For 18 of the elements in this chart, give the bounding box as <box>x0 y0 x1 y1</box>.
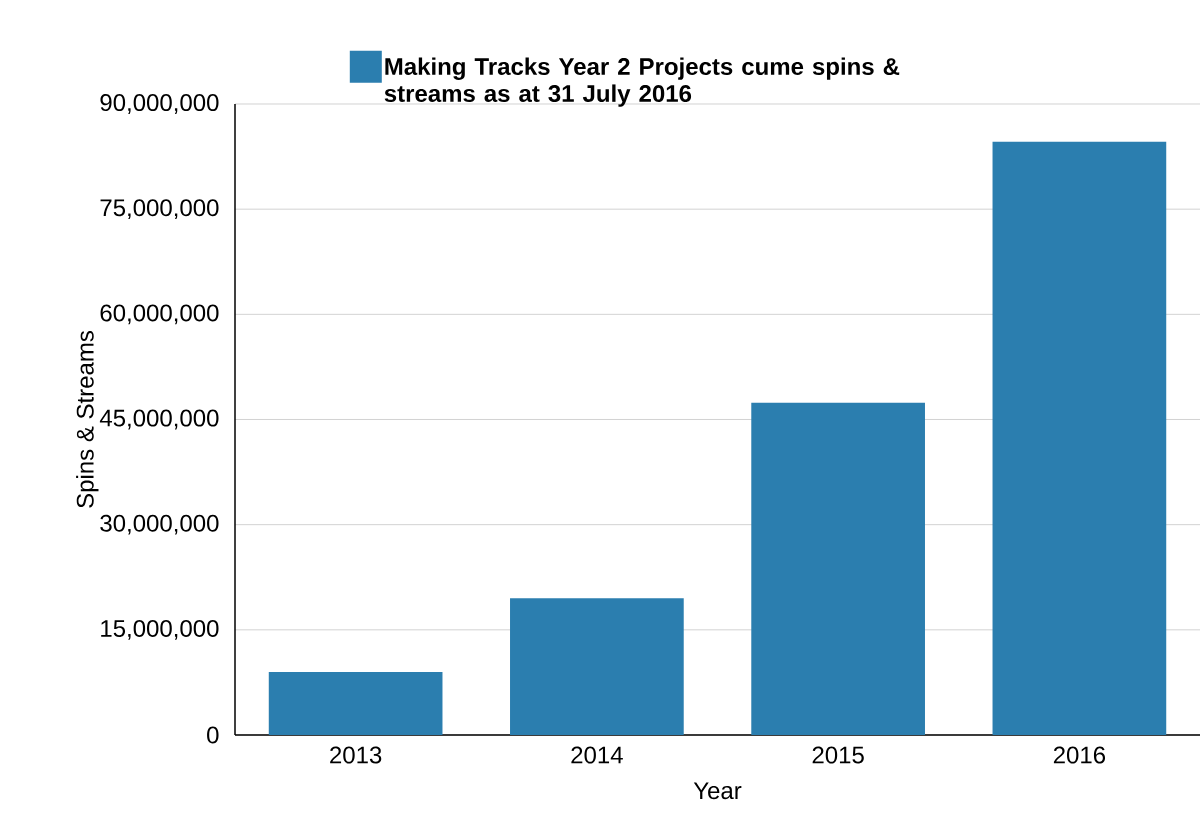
bar <box>268 671 443 735</box>
y-tick-label: 75,000,000 <box>100 199 219 220</box>
y-tick-label: 15,000,000 <box>101 619 219 640</box>
y-tick-label: 0 <box>207 726 219 744</box>
y-axis-title: Spins & Streams <box>76 331 99 508</box>
bar <box>751 402 925 735</box>
x-tick-label: 2015 <box>812 746 864 764</box>
x-tick-label: 2013 <box>330 746 382 764</box>
x-tick-label: 2016 <box>1053 746 1106 764</box>
bar <box>510 598 684 735</box>
x-axis-title: Year <box>693 782 742 800</box>
x-tick-label: 2014 <box>571 746 623 764</box>
y-tick-label: 30,000,000 <box>100 514 219 535</box>
y-tick-label: 45,000,000 <box>99 409 219 430</box>
bar <box>992 141 1167 735</box>
y-tick-label: 60,000,000 <box>100 304 219 325</box>
legend-label: Making Tracks Year 2 Projects cume spins & streams as at 31 July 2016 <box>384 57 900 107</box>
y-tick-label: 90,000,000 <box>100 94 219 114</box>
